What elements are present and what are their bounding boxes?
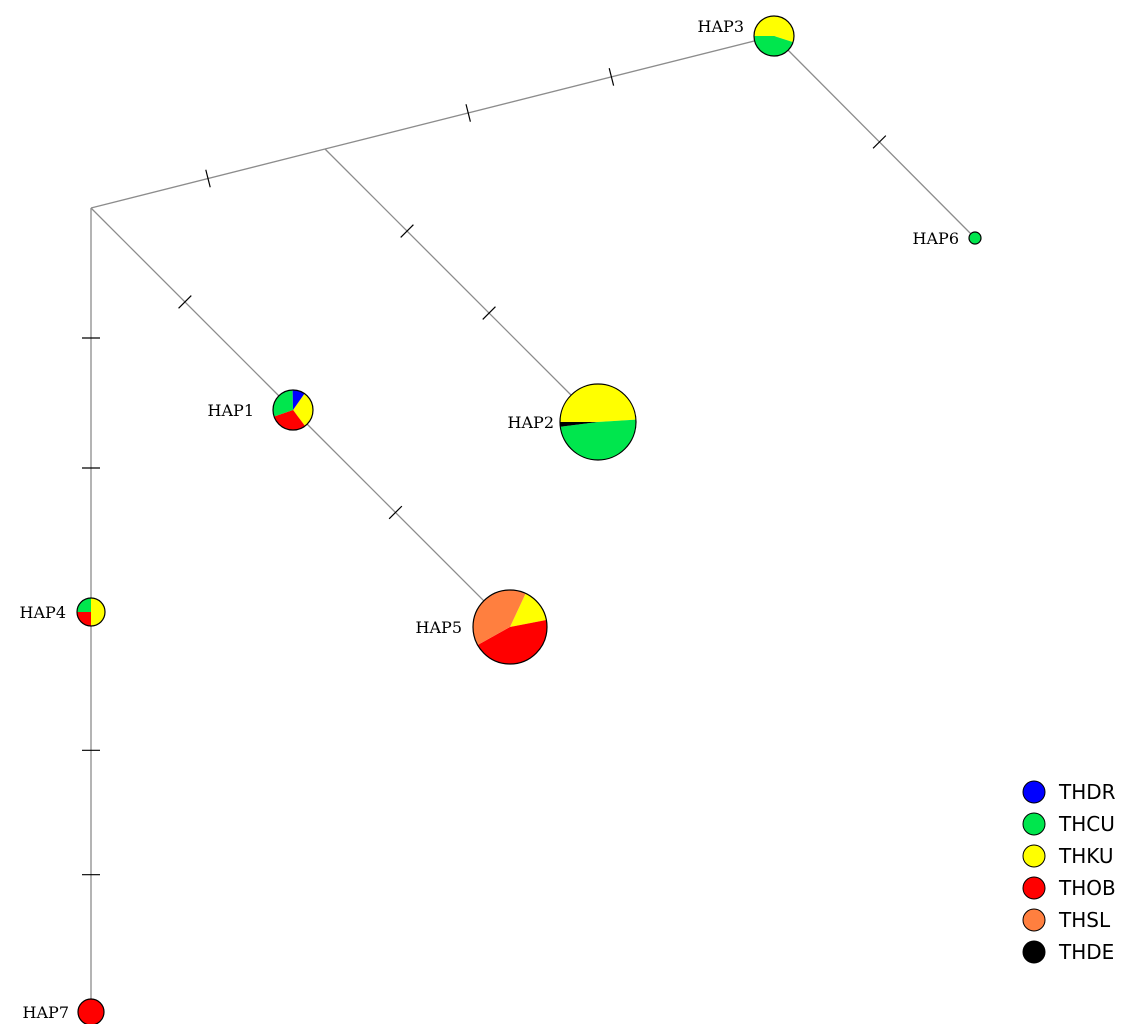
slice-thku xyxy=(91,598,105,626)
node-outline xyxy=(472,589,548,665)
legend-label: THOB xyxy=(1058,876,1116,900)
haplotype-label-hap1: HAP1 xyxy=(208,401,254,420)
edge-HAP1-HAP5 xyxy=(292,409,511,628)
legend-swatch xyxy=(1022,844,1046,868)
node-outline xyxy=(76,597,106,627)
haplotype-label-hap2: HAP2 xyxy=(508,413,554,432)
haplotype-label-hap3: HAP3 xyxy=(698,17,744,36)
legend-item-thob: THOB xyxy=(1022,876,1116,900)
mutation-tick xyxy=(205,169,211,188)
mutation-tick xyxy=(482,306,496,320)
edge-median-upper-HAP2 xyxy=(324,148,599,423)
mutation-tick xyxy=(872,135,887,149)
legend-swatch xyxy=(1022,908,1046,932)
legend-item-thku: THKU xyxy=(1022,844,1113,868)
edge-HAP3-HAP6 xyxy=(773,35,976,239)
slice-thdr xyxy=(292,390,305,410)
slice-thku xyxy=(510,593,547,627)
haplotype-labels: HAP1 HAP2 HAP3 HAP4 HAP5 HAP6 HAP7 xyxy=(20,17,959,1022)
slice-thsl xyxy=(473,590,526,645)
slice-thku xyxy=(754,16,794,43)
legend-label: THCU xyxy=(1058,812,1115,836)
legend-item-thdr: THDR xyxy=(1022,780,1116,804)
network-edges xyxy=(90,35,976,1012)
haplotype-label-hap5: HAP5 xyxy=(416,618,462,637)
slice-thcu xyxy=(969,232,981,244)
mutation-tick xyxy=(400,224,414,238)
slice-thku xyxy=(560,383,636,422)
slice-thde xyxy=(560,422,598,427)
legend-item-thcu: THCU xyxy=(1022,812,1115,836)
haplotype-node-hap1[interactable] xyxy=(272,389,314,431)
legend-swatch xyxy=(1022,812,1046,836)
slice-thob xyxy=(274,410,306,430)
legend-item-thde: THDE xyxy=(1022,940,1114,964)
mutation-tick xyxy=(465,104,471,122)
haplotype-node-hap2[interactable] xyxy=(559,383,637,461)
node-outline xyxy=(753,15,795,57)
slice-thcu xyxy=(754,36,794,57)
legend-swatch xyxy=(1022,780,1046,804)
haplotype-node-hap7[interactable] xyxy=(77,998,105,1024)
mutation-tick xyxy=(388,505,403,520)
slice-thcu xyxy=(560,419,636,461)
legend-label: THDE xyxy=(1058,940,1114,964)
slice-thob xyxy=(78,999,104,1024)
slice-thob xyxy=(77,612,91,626)
haplotype-label-hap6: HAP6 xyxy=(913,229,959,248)
node-outline xyxy=(272,389,314,431)
node-outline xyxy=(559,383,637,461)
haplotype-node-hap6[interactable] xyxy=(968,231,982,245)
node-outline xyxy=(968,231,982,245)
legend-swatch xyxy=(1022,876,1046,900)
slice-thcu xyxy=(77,598,91,612)
legend-label: THDR xyxy=(1058,780,1116,804)
edge-median-upper-HAP3 xyxy=(324,35,775,150)
legend-label: THKU xyxy=(1058,844,1113,868)
haplotype-node-hap3[interactable] xyxy=(753,15,795,57)
mutation-ticks xyxy=(82,68,887,876)
haplotype-label-hap4: HAP4 xyxy=(20,603,66,622)
mutation-tick xyxy=(178,295,192,309)
edge-median-root-HAP1 xyxy=(90,207,294,411)
node-outline xyxy=(77,998,105,1024)
legend-label: THSL xyxy=(1058,908,1111,932)
slice-thob xyxy=(477,619,547,664)
haplotype-nodes xyxy=(76,15,982,1024)
slice-thcu xyxy=(273,390,293,417)
haplotype-node-hap4[interactable] xyxy=(76,597,106,627)
legend-swatch xyxy=(1022,940,1046,964)
slice-thku xyxy=(293,393,313,426)
haplotype-label-hap7: HAP7 xyxy=(23,1003,69,1022)
mutation-tick xyxy=(608,68,615,86)
legend-item-thsl: THSL xyxy=(1022,908,1111,932)
haplotype-node-hap5[interactable] xyxy=(472,589,548,665)
population-legend: THDR THCU THKU THOB THSL THDE xyxy=(1022,780,1116,964)
